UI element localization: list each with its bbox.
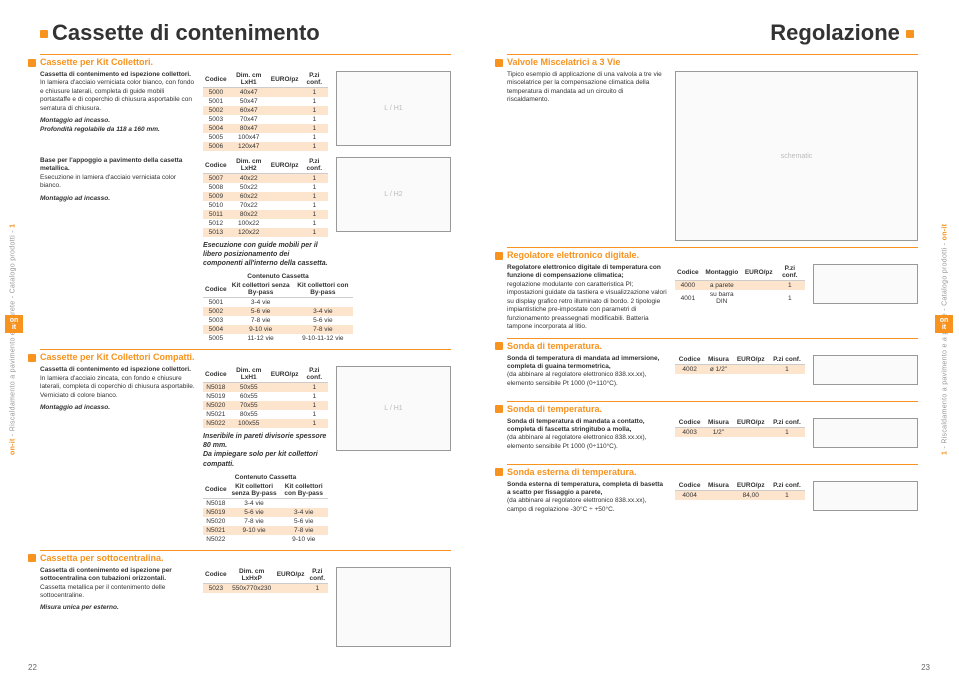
- desc-s3: Cassetta di contenimento ed ispezione pe…: [40, 567, 195, 647]
- side-rail-r1: 1 - Riscaldamento a pavimento e a parete…: [938, 0, 952, 678]
- table-s1t2: CodiceDim. cm LxH2EURO/pzP.zi conf.50074…: [203, 157, 328, 237]
- subhdr-s1t3: Contenuto Cassetta: [203, 272, 353, 281]
- section-hdr-sonda2: Sonda di temperatura.: [507, 401, 918, 414]
- side-text: on-it - Riscaldamento a pavimento e a pa…: [10, 223, 17, 454]
- diagram-cassette-bottom: L / H2: [336, 157, 451, 232]
- left-page: on-it - Riscaldamento a pavimento e a pa…: [0, 0, 479, 678]
- section-hdr-compatti: Cassette per Kit Collettori Compatti.: [40, 349, 451, 362]
- table-r3: CodiceMisuraEURO/pzP.zi conf.4002ø 1/2"1: [675, 355, 805, 374]
- desc-r4: Sonda di temperatura di mandata a contat…: [507, 418, 667, 458]
- page-number-left: 22: [28, 663, 37, 672]
- section-hdr-sonda1: Sonda di temperatura.: [507, 338, 918, 351]
- subhdr-s2t2: Contenuto Cassetta: [203, 473, 328, 482]
- desc-s1b: Base per l'appoggio a pavimento della ca…: [40, 157, 195, 268]
- section-hdr-kit: Cassette per Kit Collettori.: [40, 54, 451, 67]
- diagram-cassette-top: L / H1: [336, 71, 451, 146]
- desc-r1: Tipico esempio di applicazione di una va…: [507, 71, 667, 241]
- note-s2: Inseribile in pareti divisorie spessore …: [203, 432, 328, 468]
- table-s3t1: CodiceDim. cm LxHxPEURO/pzP.zi conf.5023…: [203, 567, 328, 593]
- main-title: Cassette di contenimento: [40, 20, 451, 46]
- brand-logo-r: onit: [935, 315, 953, 333]
- side-rail-1: on-it - Riscaldamento a pavimento e a pa…: [6, 0, 20, 678]
- desc-r3: Sonda di temperatura di mandata ad immer…: [507, 355, 667, 395]
- diagram-valvole: schematic: [675, 71, 918, 241]
- section-hdr-valvole: Valvole Miscelatrici a 3 Vie: [507, 54, 918, 67]
- section-hdr-sottocentralina: Cassetta per sottocentralina.: [40, 550, 451, 563]
- desc-s2: Cassetta di contenimento ed ispezione co…: [40, 366, 195, 543]
- table-s1t3: CodiceKit collettori senza By-passKit co…: [203, 281, 353, 343]
- table-s2t1: CodiceDim. cm LxH1EURO/pzP.zi conf.N5018…: [203, 366, 328, 428]
- table-r5: CodiceMisuraEURO/pzP.zi conf.400484,001: [675, 481, 805, 500]
- table-r4: CodiceMisuraEURO/pzP.zi conf.40031/2"1: [675, 418, 805, 437]
- image-regolatore: [813, 264, 918, 304]
- section-hdr-sonda-ext: Sonda esterna di temperatura.: [507, 464, 918, 477]
- desc-r2: Regolatore elettronico digitale di tempe…: [507, 264, 667, 332]
- image-sonda1: [813, 355, 918, 385]
- table-s1t1: CodiceDim. cm LxH1EURO/pzP.zi conf.50004…: [203, 71, 328, 151]
- right-page: 1 - Riscaldamento a pavimento e a parete…: [479, 0, 958, 678]
- brand-logo: onit: [5, 315, 23, 333]
- page-number-right: 23: [921, 663, 930, 672]
- diagram-compatti: L / H1: [336, 366, 451, 451]
- table-s2t2: CodiceKit collettori senza By-passKit co…: [203, 482, 328, 544]
- image-sonda-ext: [813, 481, 918, 511]
- image-sonda2: [813, 418, 918, 448]
- section-hdr-regolatore: Regolatore elettronico digitale.: [507, 247, 918, 260]
- desc-s1a: Cassetta di contenimento ed ispezione co…: [40, 71, 195, 151]
- main-title-r: Regolazione: [507, 20, 918, 46]
- table-r2: CodiceMontaggioEURO/pzP.zi conf.4000a pa…: [675, 264, 805, 306]
- note-s1: Esecuzione con guide mobili per il liber…: [203, 241, 328, 268]
- diagram-sottocentralina: [336, 567, 451, 647]
- desc-r5: Sonda esterna di temperatura, completa d…: [507, 481, 667, 521]
